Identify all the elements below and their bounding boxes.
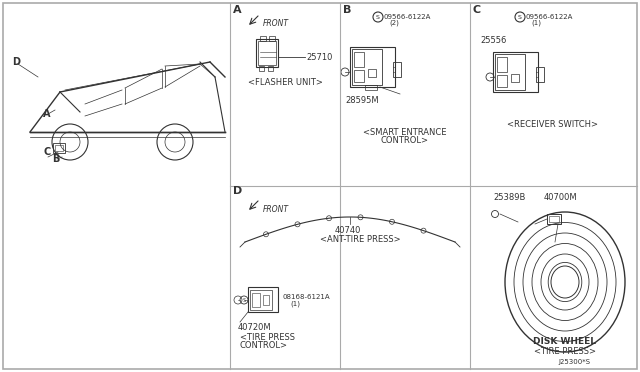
Bar [547,214,561,224]
Text: A: A [233,5,242,15]
Text: 40720M: 40720M [238,324,271,333]
Bar [260,36,266,41]
Bar [263,295,269,305]
Text: <RECEIVER SWITCH>: <RECEIVER SWITCH> [508,119,598,128]
Text: (1): (1) [531,20,541,26]
Text: B: B [343,5,351,15]
Text: <ANT-TIRE PRESS>: <ANT-TIRE PRESS> [320,234,401,244]
Bar [368,69,376,77]
Text: FRONT: FRONT [263,19,289,28]
Circle shape [326,216,332,221]
Bar [350,47,395,87]
Circle shape [264,232,269,237]
Text: J25300*S: J25300*S [558,359,590,365]
Circle shape [358,215,363,220]
Text: <TIRE PRESS: <TIRE PRESS [240,333,295,341]
Bar [352,49,382,85]
Bar [53,143,65,153]
Bar [256,39,278,67]
Text: CONTROL>: CONTROL> [381,135,429,144]
Bar [493,52,538,92]
Ellipse shape [551,266,579,298]
Bar [259,66,264,71]
Bar [495,54,525,90]
Text: 40700M: 40700M [544,192,578,202]
Bar [536,67,544,82]
Text: CONTROL>: CONTROL> [240,341,288,350]
Text: 25556: 25556 [480,35,506,45]
Text: 08168-6121A: 08168-6121A [283,294,331,300]
Bar [250,290,272,310]
Text: <SMART ENTRANCE: <SMART ENTRANCE [364,128,447,137]
Text: DISK WHEEL: DISK WHEEL [534,337,596,346]
Bar [248,287,278,312]
Bar [549,216,559,222]
Text: 09566-6122A: 09566-6122A [526,14,573,20]
Text: D: D [12,57,20,67]
Text: 25710: 25710 [306,52,332,61]
Bar [252,293,260,307]
Bar [354,52,364,67]
Text: 40740: 40740 [335,225,362,234]
Circle shape [240,296,248,304]
Bar [258,41,276,65]
Text: 25389B: 25389B [493,192,525,202]
Bar [269,36,275,41]
Text: S: S [518,15,522,19]
Circle shape [295,222,300,227]
Bar [497,57,507,72]
Bar [354,70,364,82]
Text: S: S [376,15,380,19]
Text: <FLASHER UNIT>: <FLASHER UNIT> [248,77,323,87]
Bar [497,75,507,87]
Bar [393,62,401,77]
Text: FRONT: FRONT [263,205,289,214]
Bar [268,66,273,71]
Text: D: D [233,186,243,196]
Text: C: C [43,147,51,157]
Text: A: A [43,109,51,119]
Circle shape [515,12,525,22]
Circle shape [390,219,394,224]
Bar [365,85,377,90]
Text: B: B [52,154,60,164]
Circle shape [373,12,383,22]
Text: 28595M: 28595M [345,96,379,105]
Text: 09566-6122A: 09566-6122A [384,14,431,20]
Text: <TIRE PRESS>: <TIRE PRESS> [534,347,596,356]
Text: (2): (2) [389,20,399,26]
Text: C: C [473,5,481,15]
Bar [511,74,519,82]
Bar [55,145,63,151]
Circle shape [421,228,426,233]
Text: (1): (1) [290,301,300,307]
Text: S: S [243,298,246,302]
